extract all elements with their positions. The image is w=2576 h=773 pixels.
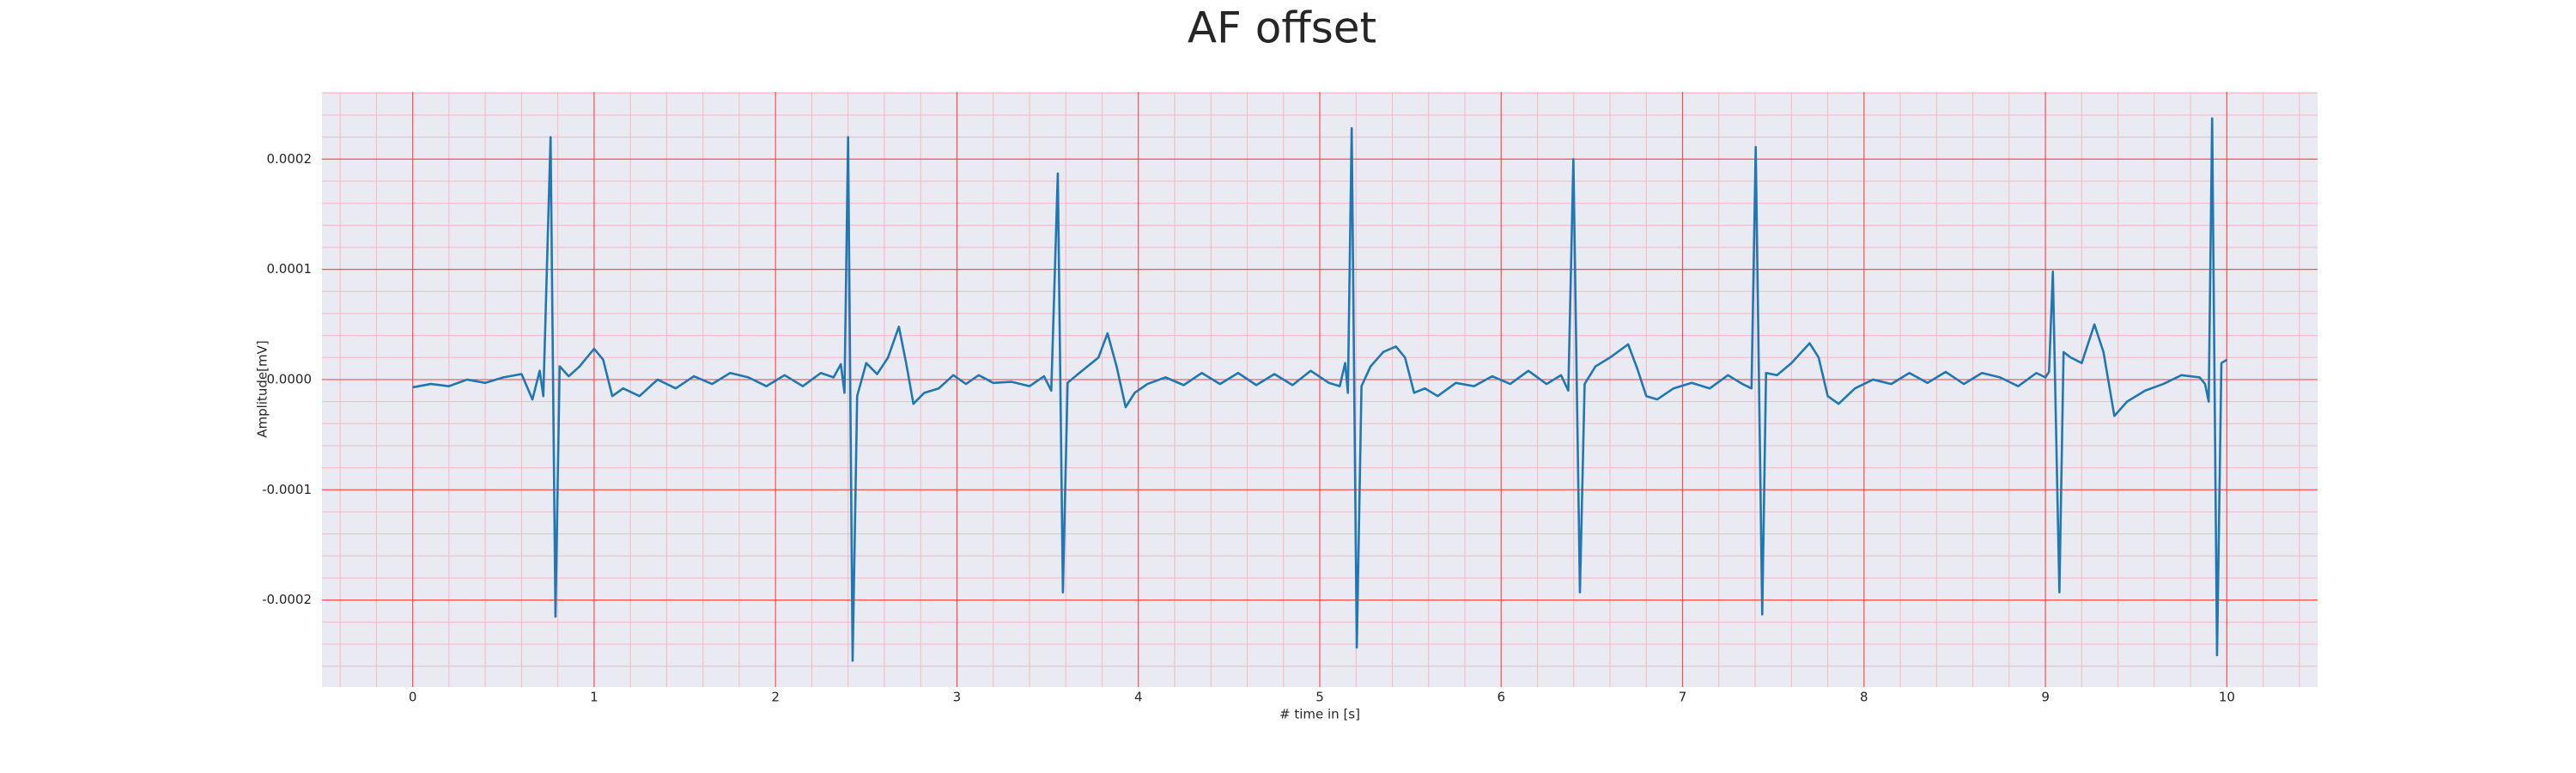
- y-tick-label: -0.0002: [262, 592, 312, 607]
- y-tick-label: 0.0001: [267, 261, 313, 277]
- x-tick-label: 10: [2219, 690, 2235, 705]
- x-tick-label: 9: [2041, 690, 2050, 705]
- x-tick-label: 8: [1860, 690, 1868, 705]
- chart-title: AF offset: [1188, 3, 1376, 53]
- x-tick-label: 0: [409, 690, 417, 705]
- x-tick-label: 1: [590, 690, 598, 705]
- y-tick-label: -0.0001: [262, 482, 312, 497]
- y-tick-label: 0.0002: [267, 151, 313, 167]
- y-axis-label: Amplitude[mV]: [255, 340, 270, 437]
- x-tick-label: 2: [771, 690, 780, 705]
- x-tick-label: 4: [1134, 690, 1143, 705]
- x-tick-label: 7: [1679, 690, 1687, 705]
- x-tick-label: 3: [953, 690, 962, 705]
- x-tick-label: 5: [1315, 690, 1324, 705]
- y-tick-label: 0.0000: [267, 371, 313, 386]
- x-tick-label: 6: [1497, 690, 1505, 705]
- ecg-line: [412, 117, 2228, 662]
- x-axis-label: # time in [s]: [1279, 707, 1360, 722]
